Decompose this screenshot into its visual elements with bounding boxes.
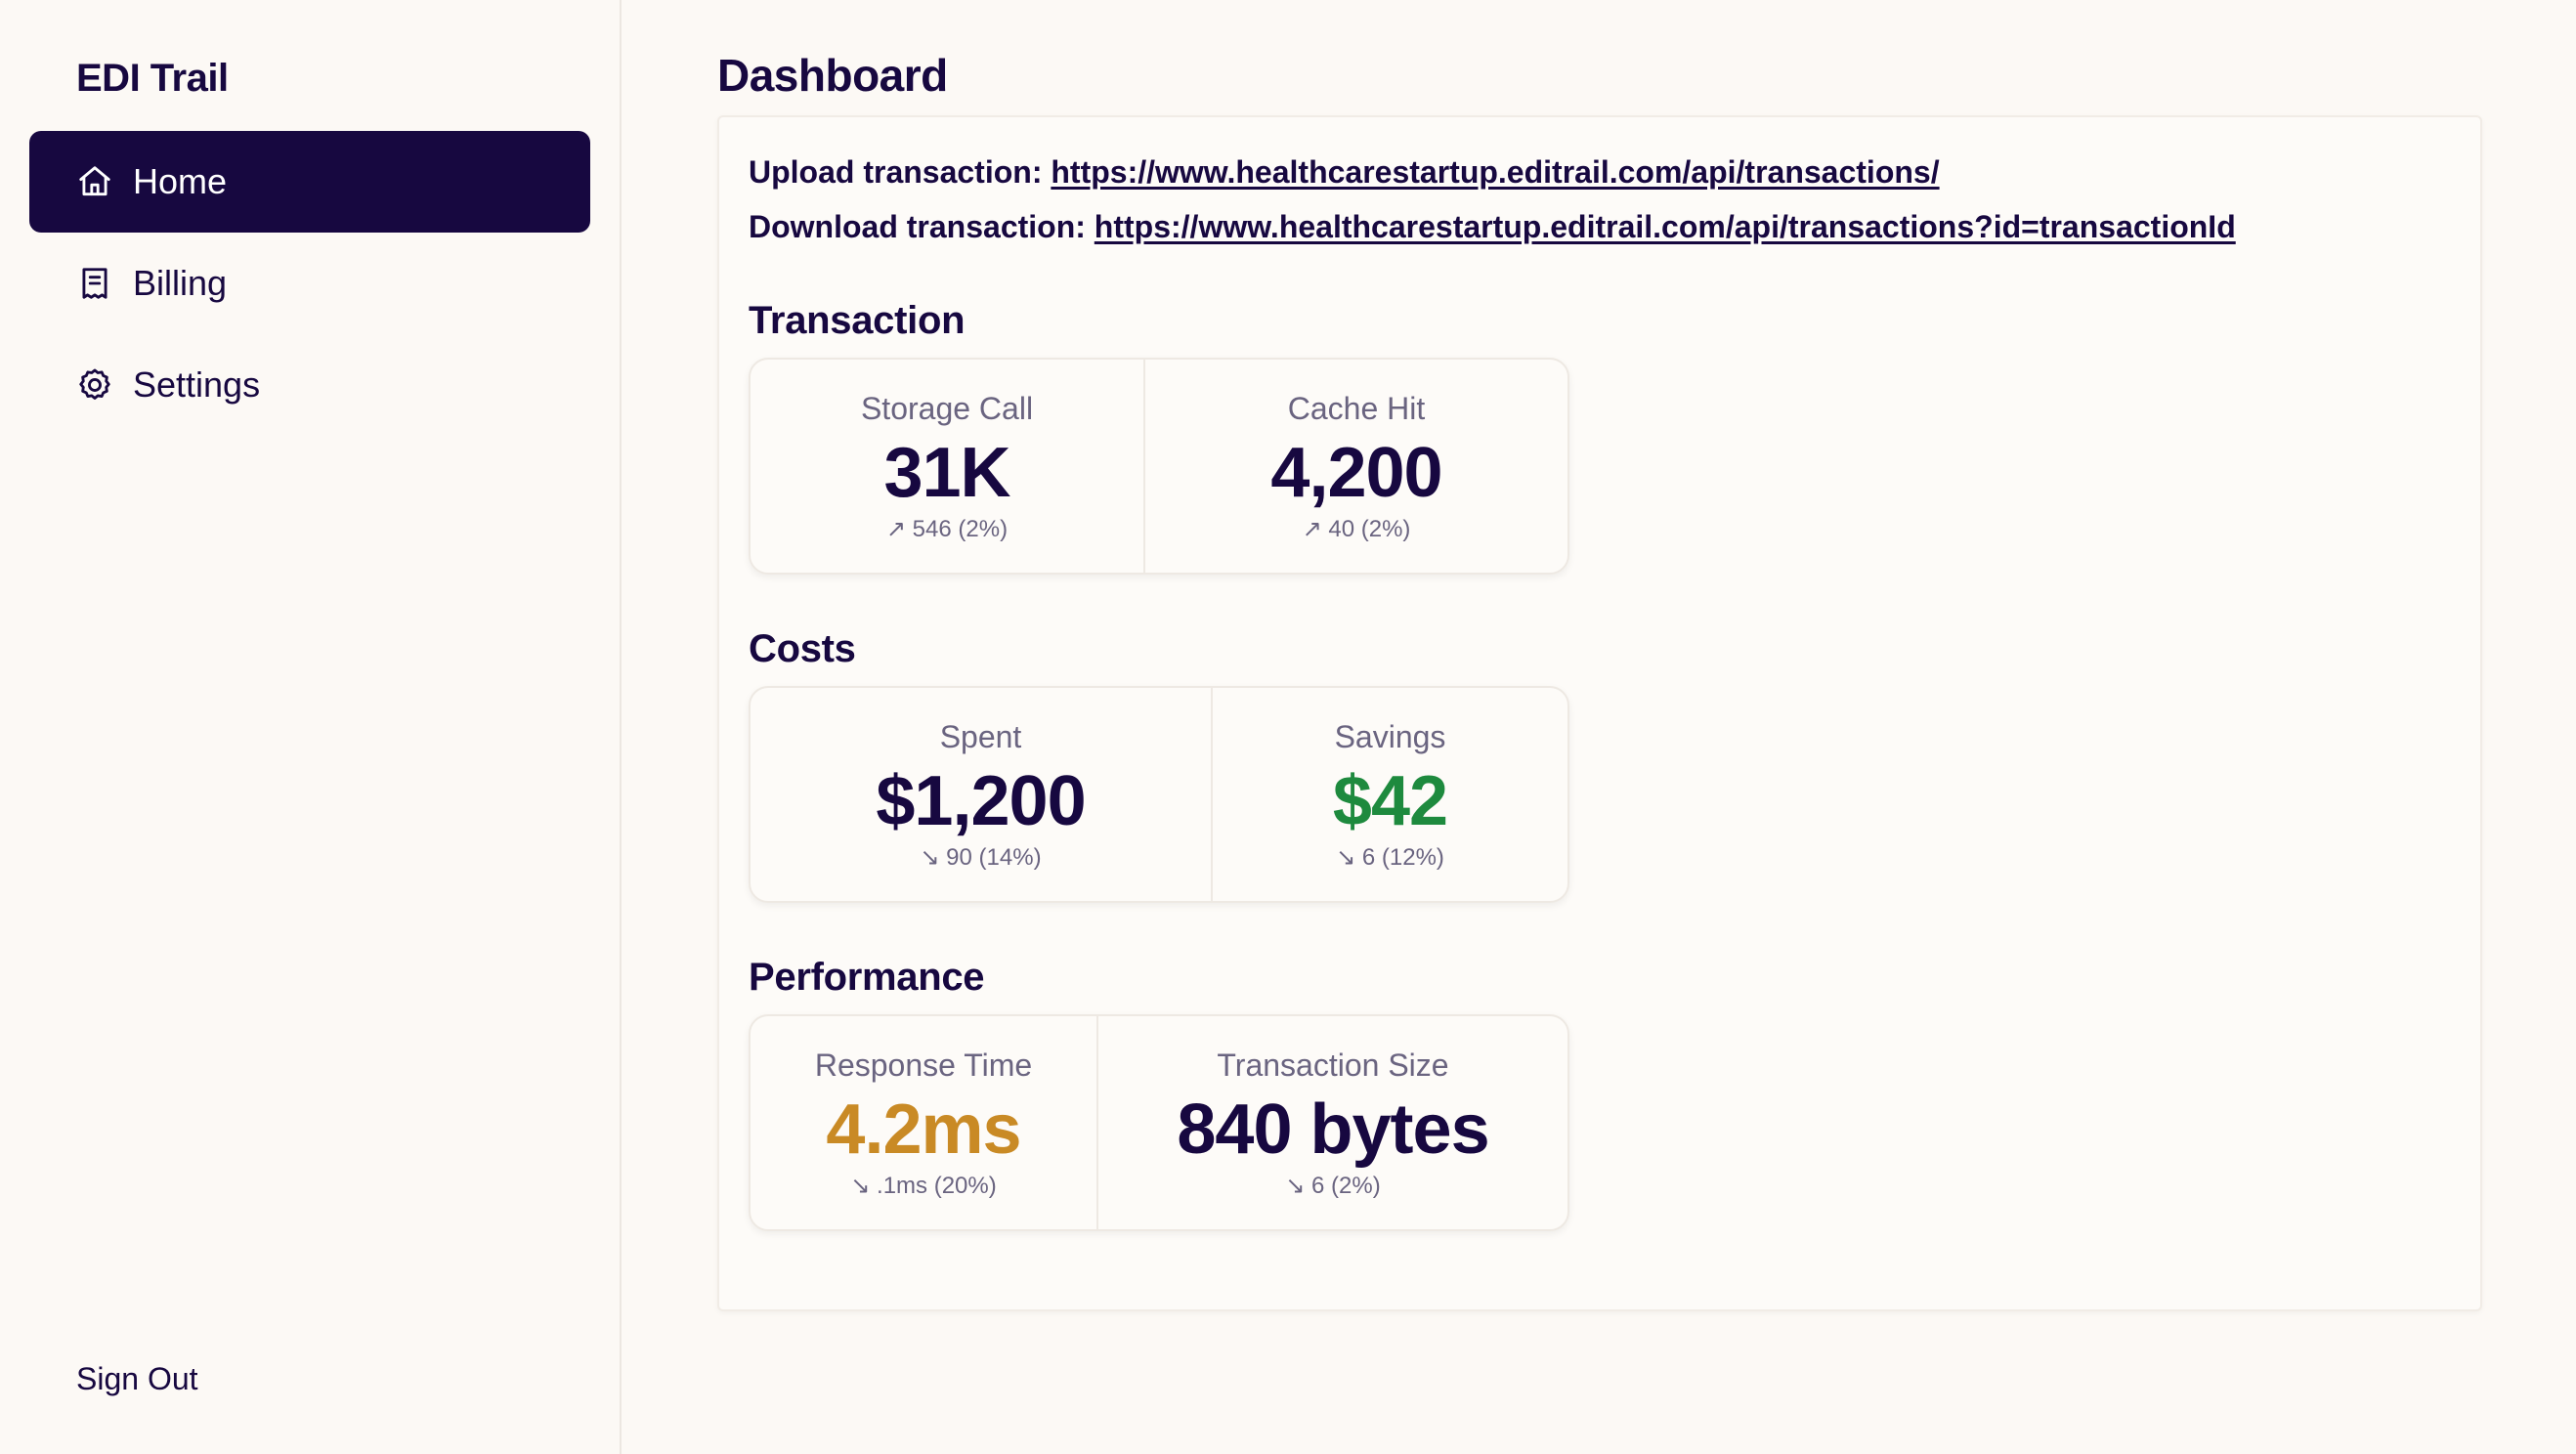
receipt-icon — [76, 265, 113, 302]
gear-icon — [76, 366, 113, 404]
upload-label: Upload transaction: — [749, 154, 1043, 190]
stat-delta: ↗ 40 (2%) — [1302, 516, 1411, 542]
stat-cache-hit: Cache Hit 4,200 ↗ 40 (2%) — [1143, 360, 1567, 573]
stat-value: $42 — [1332, 762, 1448, 840]
upload-endpoint: Upload transaction: https://www.healthca… — [749, 154, 1940, 191]
stat-delta: ↗ 546 (2%) — [885, 516, 1009, 542]
stat-delta: ↘ 6 (2%) — [1285, 1173, 1381, 1199]
sidebar-item-billing[interactable]: Billing — [29, 233, 590, 334]
stat-transaction-size: Transaction Size 840 bytes ↘ 6 (2%) — [1096, 1016, 1567, 1229]
stat-label: Spent — [939, 719, 1022, 754]
stat-card-transaction: Storage Call 31K ↗ 546 (2%) Cache Hit 4,… — [749, 358, 1569, 575]
stat-label: Savings — [1334, 719, 1446, 754]
stat-value: $1,200 — [876, 762, 1086, 840]
stat-delta: ↘ .1ms (20%) — [850, 1173, 997, 1199]
brand-logo: EDI Trail — [76, 57, 229, 100]
stat-storage-call: Storage Call 31K ↗ 546 (2%) — [751, 360, 1143, 573]
stat-value: 840 bytes — [1177, 1090, 1489, 1169]
stat-label: Transaction Size — [1217, 1048, 1449, 1083]
stat-label: Cache Hit — [1287, 391, 1426, 426]
stat-delta: ↘ 90 (14%) — [920, 844, 1042, 871]
section-title-transaction: Transaction — [749, 299, 966, 342]
section-title-costs: Costs — [749, 627, 856, 670]
sidebar: EDI Trail Home Billing Settings Sign Out — [0, 0, 622, 1454]
stat-spent: Spent $1,200 ↘ 90 (14%) — [751, 688, 1211, 901]
stat-card-costs: Spent $1,200 ↘ 90 (14%) Savings $42 ↘ 6 … — [749, 686, 1569, 903]
sign-out-link[interactable]: Sign Out — [76, 1361, 198, 1396]
sidebar-item-label: Settings — [133, 364, 261, 405]
stat-delta: ↘ 6 (12%) — [1336, 844, 1444, 871]
stat-value: 4.2ms — [826, 1090, 1021, 1169]
stat-value: 31K — [883, 434, 1010, 512]
section-title-performance: Performance — [749, 956, 985, 999]
upload-url-link[interactable]: https://www.healthcarestartup.editrail.c… — [1051, 154, 1940, 190]
stat-savings: Savings $42 ↘ 6 (12%) — [1211, 688, 1567, 901]
download-endpoint: Download transaction: https://www.health… — [749, 209, 2236, 245]
sidebar-item-label: Billing — [133, 263, 228, 303]
stat-label: Response Time — [814, 1048, 1033, 1083]
sidebar-item-label: Home — [133, 161, 228, 201]
home-icon — [76, 163, 113, 200]
stat-card-performance: Response Time 4.2ms ↘ .1ms (20%) Transac… — [749, 1014, 1569, 1231]
download-url-link[interactable]: https://www.healthcarestartup.editrail.c… — [1094, 209, 2236, 244]
sidebar-item-home[interactable]: Home — [29, 131, 590, 233]
sidebar-item-settings[interactable]: Settings — [29, 334, 590, 436]
page-title: Dashboard — [717, 50, 948, 101]
dashboard-panel: Upload transaction: https://www.healthca… — [717, 115, 2482, 1311]
download-label: Download transaction: — [749, 209, 1086, 244]
stat-response-time: Response Time 4.2ms ↘ .1ms (20%) — [751, 1016, 1096, 1229]
stat-label: Storage Call — [860, 391, 1034, 426]
stat-value: 4,200 — [1270, 434, 1442, 512]
